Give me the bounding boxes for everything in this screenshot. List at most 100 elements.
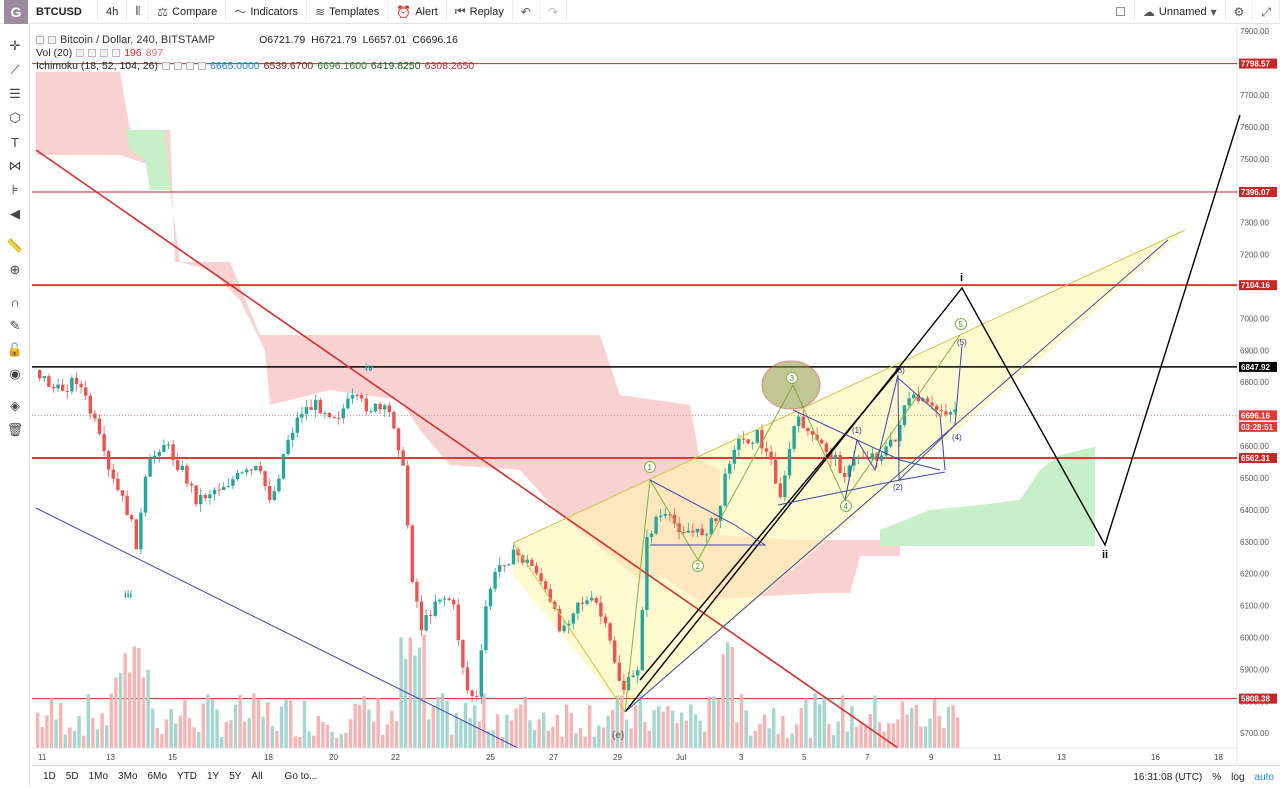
candle-body [148, 458, 152, 477]
candle-body [898, 424, 902, 442]
price-level-tag [1239, 58, 1277, 69]
volume-bar [546, 730, 550, 748]
candle-body [654, 516, 658, 534]
symbol-icon [48, 35, 56, 44]
log-toggle[interactable]: log [1231, 771, 1245, 783]
indicators-button[interactable]: 〜 Indicators [226, 0, 308, 24]
wave-projection-path [624, 114, 1241, 713]
candle-body [672, 514, 677, 524]
collapse-icon[interactable] [36, 35, 44, 44]
symbol-input[interactable]: BTCUSD [28, 0, 98, 24]
volume-bar [592, 736, 596, 748]
time-tick-label: 11 [993, 753, 1002, 762]
templates-button[interactable]: ≋ Templates [307, 0, 389, 24]
shapes-icon[interactable]: ⬡ [9, 110, 21, 125]
close-icon[interactable] [100, 48, 109, 57]
trash-icon[interactable]: 🗑 [6, 422, 24, 437]
candle-body [709, 518, 713, 535]
auto-toggle[interactable]: auto [1254, 771, 1274, 783]
lock-drawing-icon[interactable]: ✎ [9, 318, 21, 333]
range-buttons: 1D 5D 1Mo 3Mo 6Mo YTD 1Y 5Y All [32, 771, 268, 782]
measure-icon[interactable]: ⊧ [11, 182, 19, 197]
price-level-label: 6847.92 [1241, 363, 1270, 372]
volume-bar [716, 699, 721, 748]
volume-bar [753, 730, 757, 748]
volume-bar [187, 718, 192, 748]
volume-bar [390, 710, 394, 748]
chevron-down-icon: ▾ [1210, 5, 1217, 19]
candle-body [856, 456, 861, 459]
redo-button[interactable]: ↷ [540, 0, 567, 24]
replay-button[interactable]: ⏮ Replay [447, 0, 513, 24]
ruler-icon[interactable]: 📏 [6, 238, 24, 253]
volume-bar [859, 723, 863, 748]
candle-body [498, 565, 502, 572]
price-chart[interactable]: 7900.007800.007700.007600.007500.007400.… [32, 26, 1280, 766]
text-icon[interactable]: T [11, 134, 19, 150]
candle-body [893, 439, 897, 442]
patterns-icon[interactable]: ⋈ [8, 158, 22, 173]
candle-body [544, 581, 548, 590]
expand-button[interactable]: ⤢ [1253, 0, 1280, 24]
volume-bar [523, 697, 527, 748]
candle-body [475, 695, 479, 697]
zoom-icon[interactable]: ⊕ [9, 262, 21, 277]
range-ytd[interactable]: YTD [176, 771, 197, 782]
back-arrow-icon[interactable]: ◀ [10, 206, 20, 221]
range-1d[interactable]: 1D [43, 771, 56, 782]
candle-body [705, 534, 709, 536]
volume-bar [611, 709, 615, 748]
crosshair-icon[interactable]: ✛ [9, 38, 21, 53]
volume-bar [597, 725, 601, 748]
compare-button[interactable]: ⚖ Compare [149, 0, 227, 24]
eye-icon[interactable]: ◉ [9, 366, 21, 381]
settings-icon[interactable] [88, 48, 97, 57]
goto-button[interactable]: Go to... [284, 771, 318, 782]
eye-icon[interactable] [162, 61, 170, 70]
range-5d[interactable]: 5D [65, 771, 79, 782]
candle-body [125, 495, 129, 516]
alert-button[interactable]: ⏰ Alert [388, 0, 447, 24]
layers-icon[interactable]: ◈ [10, 398, 20, 413]
app-logo[interactable]: G [4, 0, 28, 24]
range-all[interactable]: All [251, 771, 263, 782]
legend-ohlc: O6721.79 H6721.79 L6657.01 C6696.16 [259, 34, 461, 46]
volume-bar [482, 693, 486, 748]
range-6mo[interactable]: 6Mo [147, 771, 167, 782]
more-icon[interactable] [112, 48, 121, 57]
legend-ichimoku-row: Ichimoku (18, 52, 104, 26) 6665.0000 653… [36, 59, 474, 72]
lock-icon[interactable]: 🔓 [6, 342, 24, 357]
chart-area[interactable]: 7900.007800.007700.007600.007500.007400.… [32, 26, 1280, 766]
range-1mo[interactable]: 1Mo [88, 771, 109, 782]
volume-bar [376, 698, 380, 748]
candle-body [84, 387, 88, 396]
replay-icon: ⏮ [454, 4, 466, 18]
chart-type-button[interactable]: ⫴ [127, 0, 150, 24]
candle-body [452, 599, 456, 605]
pitchfork-icon[interactable]: ☰ [9, 86, 21, 101]
trendline-icon[interactable]: ⟋ [10, 62, 20, 77]
range-3mo[interactable]: 3Mo [118, 771, 138, 782]
settings-button[interactable]: ⚙ [1226, 0, 1254, 24]
eye-icon[interactable] [76, 48, 85, 57]
volume-bar [224, 721, 228, 748]
candle-body [843, 472, 847, 477]
interval-button[interactable]: 4h [98, 0, 128, 24]
candle-body [953, 409, 957, 413]
volume-bar [468, 718, 472, 748]
settings-icon[interactable] [174, 61, 182, 70]
volume-bar [367, 709, 371, 748]
more-icon[interactable] [198, 61, 206, 70]
candle-body [585, 600, 589, 604]
magnet-icon[interactable]: ∩ [10, 294, 20, 310]
percent-toggle[interactable]: % [1212, 771, 1222, 783]
price-tick-label: 7600.00 [1240, 123, 1269, 132]
range-1y[interactable]: 1Y [206, 771, 220, 782]
volume-bar [95, 729, 100, 748]
range-5y[interactable]: 5Y [229, 771, 242, 782]
fullscreen-toggle[interactable]: ☐ [1107, 0, 1135, 24]
volume-bar [657, 706, 661, 748]
layout-button[interactable]: ☁ Unnamed ▾ [1135, 0, 1226, 24]
close-icon[interactable] [186, 61, 194, 70]
undo-button[interactable]: ↶ [513, 0, 540, 24]
